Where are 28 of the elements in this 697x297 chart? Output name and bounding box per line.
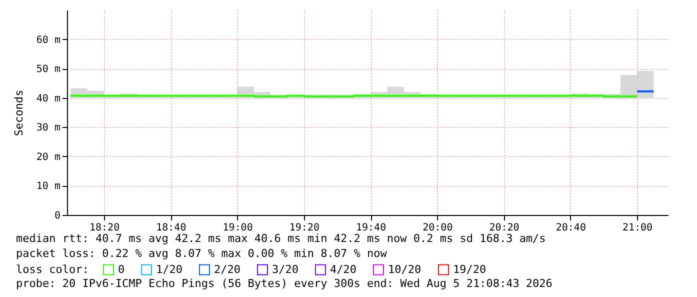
x-tick-label: 18:20 xyxy=(89,222,120,234)
text: probe: 20 IPv6-ICMP Echo Pings (56 Bytes) every 300s end: Wed Aug 5 21:08:43 2026 xyxy=(16,277,552,290)
text: median rtt: 40.7 ms avg 42.2 ms max 40.6 ms min 42.2 ms now 0.2 ms sd 168.3 am/s xyxy=(16,232,546,245)
x-tick-label: 19:40 xyxy=(356,222,386,234)
x-tick-label: 20:40 xyxy=(556,222,586,234)
legend-label: 1/20 xyxy=(156,262,182,276)
legend-title: loss color: xyxy=(16,263,89,276)
x-tick-label: 19:00 xyxy=(222,222,253,234)
y-tick-label: 30 m xyxy=(36,122,60,134)
y-tick-label: 40 m xyxy=(36,93,60,104)
x-tick-label: 21:00 xyxy=(622,222,653,234)
legend-label: 3/20 xyxy=(272,262,298,276)
legend-label: 2/20 xyxy=(214,262,240,276)
y-axis-title: Seconds xyxy=(12,90,26,136)
legend-label: 0 xyxy=(118,262,125,276)
x-tick-label: 20:00 xyxy=(422,222,453,234)
legend-label: 19/20 xyxy=(453,262,486,276)
legend-label: 4/20 xyxy=(330,262,356,276)
x-tick-label: 18:40 xyxy=(156,222,186,234)
legend-label: 10/20 xyxy=(388,262,422,276)
text: packet loss: 0.22 % avg 8.07 % max 0.00 % min 8.07 % now xyxy=(16,247,388,260)
x-tick-label: 19:20 xyxy=(289,222,320,234)
y-tick-label: 60 m xyxy=(36,34,60,46)
y-tick-label: 50 m xyxy=(36,64,60,76)
x-tick-label: 20:20 xyxy=(489,222,520,234)
y-tick-label: 0 xyxy=(54,210,60,222)
y-tick-label: 20 m xyxy=(36,152,60,163)
y-tick-label: 10 m xyxy=(36,181,60,192)
